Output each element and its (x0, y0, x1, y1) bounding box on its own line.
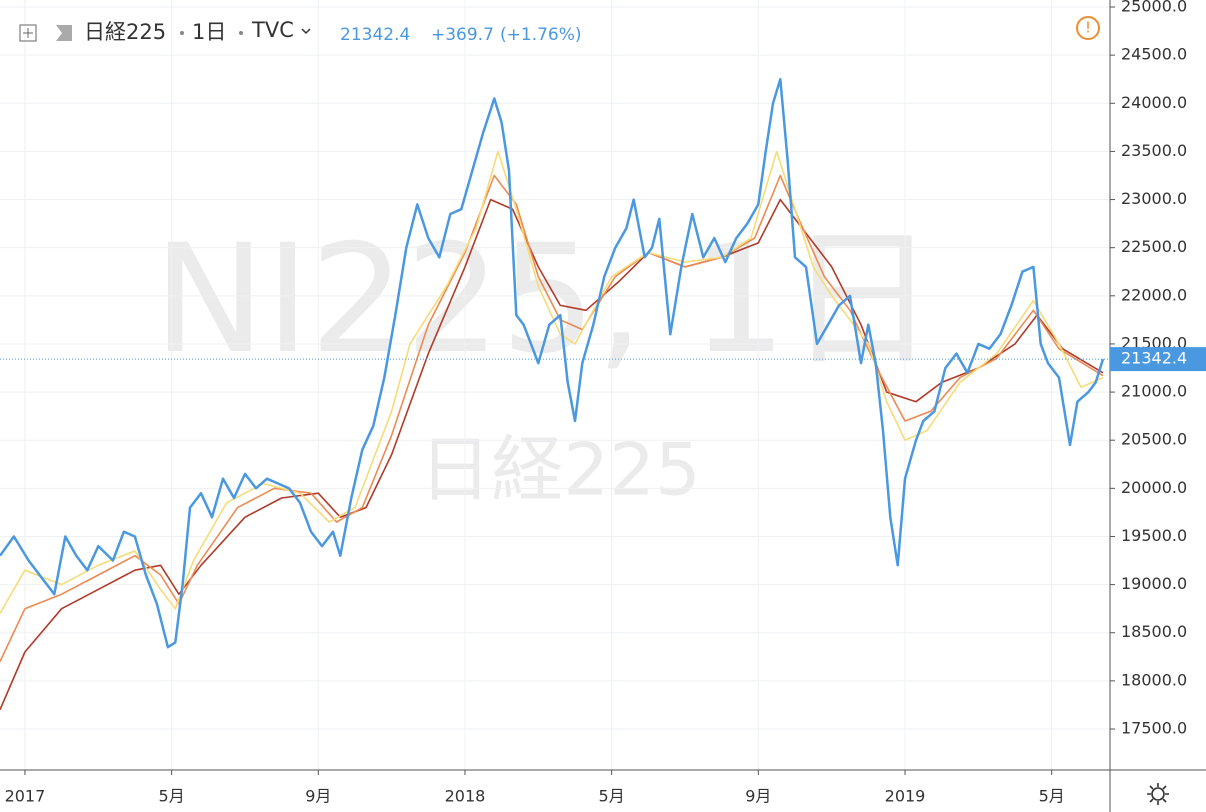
last-price-label: 21342.4 (1121, 349, 1187, 368)
symbol-name[interactable]: 日経225 (84, 20, 166, 44)
exchange[interactable]: TVC (251, 18, 294, 42)
plot-area (0, 0, 1110, 770)
y-tick-label: 20000.0 (1121, 478, 1187, 497)
y-tick-label: 19000.0 (1121, 574, 1187, 593)
y-tick-label: 25000.0 (1121, 0, 1187, 16)
price-axis-bg (1110, 0, 1206, 812)
x-tick-label: 2017 (5, 787, 46, 806)
change: +369.7 (431, 25, 494, 45)
y-tick-label: 21000.0 (1121, 382, 1187, 401)
y-tick-label: 24000.0 (1121, 93, 1187, 112)
toggle-icon[interactable] (19, 24, 37, 42)
x-tick-label: 9月 (305, 787, 331, 806)
y-tick-label: 23500.0 (1121, 141, 1187, 160)
chevron[interactable] (301, 28, 311, 35)
x-tick-label: 2019 (885, 787, 926, 806)
y-tick-label: 22000.0 (1121, 285, 1187, 304)
y-tick-label: 20500.0 (1121, 430, 1187, 449)
last-price: 21342.4 (340, 25, 410, 45)
time-axis-bg (0, 770, 1206, 812)
settings-icon[interactable] (1147, 783, 1169, 805)
watermark-name: 日経225 (419, 428, 700, 512)
y-tick-label: 18500.0 (1121, 622, 1187, 641)
series-line (0, 150, 1104, 614)
x-tick-label: 5月 (1039, 787, 1065, 806)
x-tick-label: 9月 (745, 787, 771, 806)
separator (180, 31, 184, 35)
interval[interactable]: 1日 (192, 20, 226, 44)
settings-icon (1151, 787, 1165, 801)
axes: 17500.0 18000.0 18500.0 19000.0 19500.0 20000… (5, 0, 1206, 806)
alert-icon[interactable] (1076, 16, 1100, 40)
x-tick-label: 5月 (159, 787, 185, 806)
settings-icon (1147, 783, 1169, 805)
change-pct: (+1.76%) (500, 25, 582, 45)
y-tick-label: 19500.0 (1121, 526, 1187, 545)
y-tick-label: 23000.0 (1121, 189, 1187, 208)
alert-icon: ! (1085, 19, 1091, 37)
x-tick-label: 2018 (445, 787, 486, 806)
flag-icon (56, 25, 72, 41)
series-line (0, 77, 1105, 649)
separator (239, 31, 243, 35)
y-tick-label: 17500.0 (1121, 718, 1187, 737)
y-tick-label: 22500.0 (1121, 237, 1187, 256)
y-tick-label: 18000.0 (1121, 670, 1187, 689)
last-price-tag (1110, 347, 1206, 372)
x-tick-label: 5月 (599, 787, 625, 806)
y-tick-label: 24500.0 (1121, 45, 1187, 64)
header: 日経225 1日 TVC 21342.4 +369.7 (+1.76%) ! (19, 16, 1100, 45)
